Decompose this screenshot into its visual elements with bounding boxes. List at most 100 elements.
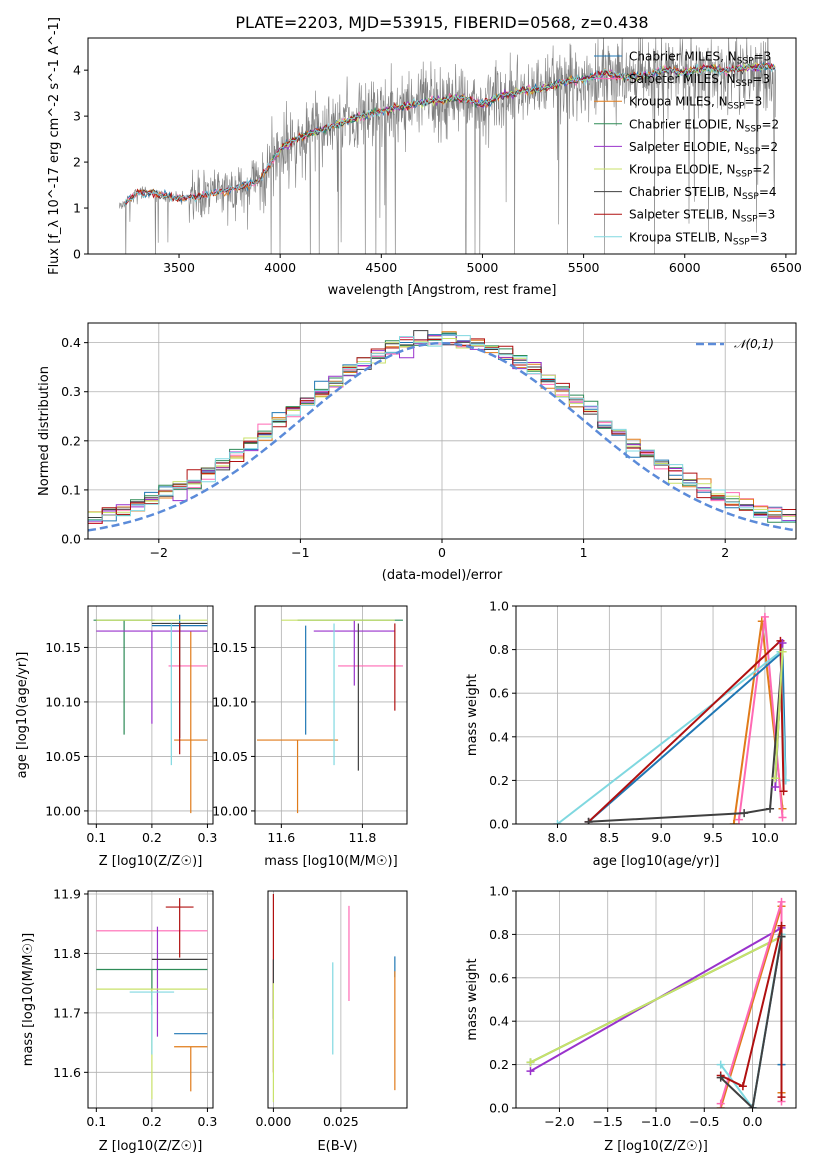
weight-marker [729, 820, 738, 824]
x-tick-label: 3500 [163, 260, 195, 275]
panel-mass_vs_Z: 0.1 0.2 0.3 11.6 11.7 11.8 11.9 Z [log10(Z/Z☉)]… [21, 886, 217, 1154]
weight-line-7 [720, 925, 783, 1098]
weight-marker [760, 612, 769, 621]
legend-entry: Chabrier MILES, NSSP=3 [629, 50, 771, 67]
y-tick-label: 3 [73, 109, 81, 124]
y-tick-label: 4 [73, 63, 81, 78]
y-tick-label: 0.1 [61, 482, 81, 497]
x-tick-label: 0.0 [743, 1114, 763, 1129]
y-tick-label: 10.00 [45, 803, 81, 818]
x-axis-label: E(B-V) [317, 1139, 357, 1154]
x-tick-label: 0.3 [197, 830, 217, 845]
axes-frame [87, 605, 214, 825]
weight-marker [553, 820, 562, 824]
panel-mass_weight_vs_age: 8.0 8.5 9.0 9.5 10.0 0.0 0.2 0.4 0.6 0.8 1.0 age [l… [465, 599, 797, 869]
x-tick-label: 2 [721, 545, 729, 560]
model-fit-8 [124, 63, 776, 206]
axes-frame [515, 605, 797, 825]
y-axis-label: mass [log10(M/M☉)] [21, 933, 36, 1066]
y-axis-label: age [log10(age/yr)] [15, 652, 30, 779]
y-tick-label: 0.2 [489, 773, 509, 788]
x-tick-label: 11.8 [348, 830, 376, 845]
figure-title: PLATE=2203, MJD=53915, FIBERID=0568, z=0… [235, 13, 648, 32]
panel-age_vs_Z: 0.1 0.2 0.3 10.00 10.05 10.10 10.15 Z [log10(Z/… [15, 605, 217, 869]
x-tick-label: 0.3 [197, 1114, 217, 1129]
weight-marker [778, 639, 787, 648]
y-tick-label: 0.4 [489, 1014, 509, 1029]
x-tick-label: −1 [291, 545, 309, 560]
plot-area [257, 619, 403, 814]
y-tick-label: 0.6 [489, 686, 509, 701]
x-tick-label: 9.0 [651, 830, 671, 845]
x-axis-label: (data-model)/error [382, 568, 503, 583]
y-tick-label: 0.6 [489, 970, 509, 985]
y-tick-label: 10.05 [212, 749, 248, 764]
y-tick-label: 0.2 [61, 433, 81, 448]
y-tick-label: 2 [73, 155, 81, 170]
y-tick-label: 10.00 [212, 803, 248, 818]
x-tick-label: 0.025 [323, 1114, 359, 1129]
y-tick-label: 10.10 [212, 694, 248, 709]
weight-marker [778, 813, 787, 822]
panel-mass_vs_EBV: 0.000 0.025 E(B-V) [255, 890, 408, 1154]
x-tick-label: 5000 [467, 260, 499, 275]
y-axis-label: Normed distribution [37, 366, 52, 496]
weight-marker [779, 787, 788, 796]
weight-marker [526, 1067, 535, 1076]
y-tick-label: 10.05 [45, 749, 81, 764]
y-tick-label: 10.15 [45, 640, 81, 655]
x-tick-label: 4000 [264, 260, 296, 275]
y-tick-label: 1 [73, 201, 81, 216]
weight-line-6 [720, 936, 783, 1108]
weight-line-8 [556, 649, 787, 824]
panel-mass_weight_vs_Z: −2.0 −1.5 −1.0 −0.5 0.0 0.0 0.2 0.4 0.6 0.8 1.0 Z [… [465, 884, 797, 1154]
x-tick-label: 8.5 [599, 830, 619, 845]
x-tick-label: −1.0 [641, 1114, 671, 1129]
y-tick-label: 0 [73, 247, 81, 262]
x-axis-label: mass [log10(M/M☉)] [264, 854, 397, 869]
plot-area [272, 893, 396, 1103]
y-axis-label: Flux [f_λ 10^-17 erg cm^-2 s^-1 A^-1] [47, 17, 62, 275]
x-tick-label: −1.5 [593, 1114, 623, 1129]
y-tick-label: 11.8 [53, 946, 81, 961]
y-tick-label: 0.4 [61, 335, 81, 350]
x-tick-label: 0.1 [86, 1114, 106, 1129]
plot-area [119, 38, 776, 254]
y-tick-label: 0.2 [489, 1057, 509, 1072]
x-axis-label: Z [log10(Z/Z☉)] [99, 854, 203, 869]
x-tick-label: −2.0 [544, 1114, 574, 1129]
legend-entry: Salpeter STELIB, NSSP=3 [629, 208, 775, 225]
weight-marker [738, 1082, 747, 1091]
y-tick-label: 10.10 [45, 694, 81, 709]
weight-marker [777, 897, 786, 906]
plot-area [88, 330, 796, 532]
legend-entry: 𝒩(0,1) [734, 337, 774, 351]
weight-marker [716, 1073, 725, 1082]
normal-reference-curve [88, 341, 796, 532]
y-axis-label: mass weight [465, 674, 480, 756]
weight-marker [777, 1093, 786, 1102]
panels: 3500 4000 4500 5000 5500 6000 6500 0 1 2 3 4 wavelen… [15, 17, 802, 1154]
y-tick-label: 0.0 [489, 1101, 509, 1116]
x-tick-label: 6500 [770, 260, 802, 275]
weight-line-5 [530, 935, 782, 1064]
y-tick-label: 0.8 [489, 927, 509, 942]
weight-marker [740, 809, 749, 818]
histogram-3 [88, 332, 796, 523]
x-axis-label: Z [log10(Z/Z☉)] [99, 1139, 203, 1154]
x-tick-label: 10.0 [751, 830, 779, 845]
x-tick-label: 0.2 [142, 1114, 162, 1129]
y-tick-label: 1.0 [489, 884, 509, 899]
y-tick-label: 11.6 [53, 1065, 81, 1080]
y-tick-label: 0.8 [489, 642, 509, 657]
x-tick-label: 8.0 [548, 830, 568, 845]
x-tick-label: 5500 [568, 260, 600, 275]
weight-marker [778, 647, 787, 656]
weight-marker [526, 1058, 535, 1067]
x-tick-label: −2 [150, 545, 168, 560]
weight-line-5 [774, 651, 784, 779]
weight-marker [771, 774, 780, 783]
legend-entry: Salpeter MILES, NSSP=3 [629, 72, 770, 89]
weight-marker [777, 932, 786, 941]
